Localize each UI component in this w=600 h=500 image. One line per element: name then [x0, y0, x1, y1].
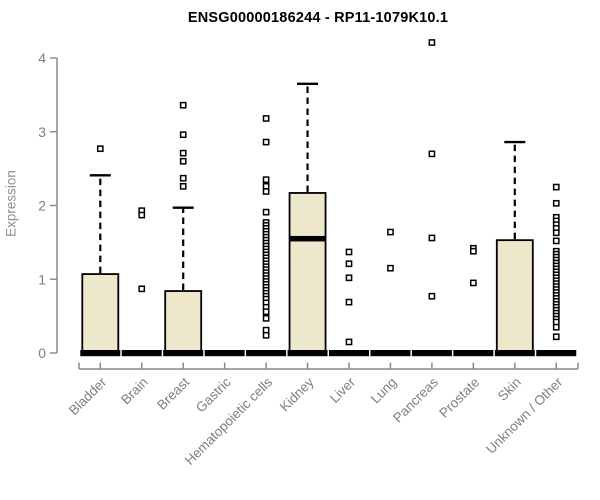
zero-bar-breast: [163, 350, 204, 357]
outlier-lung: [387, 264, 394, 272]
x-tick-label-pancreas: Pancreas: [390, 374, 441, 425]
outlier-hematopoietic-cells: [262, 314, 270, 322]
outlier-breast: [179, 157, 187, 165]
zero-bar-gastric: [204, 350, 245, 357]
median-kidney: [289, 235, 326, 242]
x-tick-label-brain: Brain: [118, 375, 151, 408]
y-tick-label: 0: [38, 345, 46, 361]
outlier-hematopoietic-cells: [262, 138, 270, 146]
outlier-pancreas: [428, 234, 436, 242]
outlier-unknown-other: [552, 183, 560, 191]
outlier-hematopoietic-cells: [262, 115, 270, 122]
box-bladder: [81, 273, 120, 354]
x-tick-label-liver: Liver: [327, 374, 359, 406]
outlier-unknown-other: [552, 199, 560, 207]
outlier-pancreas: [428, 39, 436, 46]
x-tick-label-lung: Lung: [368, 375, 400, 407]
outlier-unknown-other: [552, 333, 560, 341]
outlier-brain: [138, 285, 146, 293]
outlier-unknown-other: [552, 323, 560, 331]
zero-bar-liver: [329, 350, 369, 357]
y-tick-label: 3: [38, 124, 46, 140]
zero-bar-hematopoietic-cells: [246, 350, 287, 357]
x-tick-label-gastric: Gastric: [193, 374, 234, 415]
outlier-liver: [345, 274, 353, 282]
zero-bar-bladder: [80, 350, 121, 357]
box-skin: [495, 239, 534, 354]
outlier-brain: [138, 211, 146, 219]
outlier-breast: [179, 174, 187, 182]
x-tick-label-prostate: Prostate: [436, 375, 482, 421]
outlier-hematopoietic-cells: [262, 208, 270, 216]
outlier-hematopoietic-cells: [262, 308, 270, 316]
outlier-prostate: [470, 279, 477, 287]
outlier-lung: [387, 228, 394, 236]
zero-bar-unknown-other: [536, 350, 577, 357]
outlier-breast: [179, 149, 187, 157]
x-tick-label-unknown-other: Unknown / Other: [483, 374, 566, 457]
zero-bar-lung: [370, 350, 411, 357]
x-tick-label-kidney: Kidney: [277, 374, 317, 414]
outlier-liver: [345, 298, 353, 306]
x-tick-label-breast: Breast: [154, 374, 192, 412]
outlier-liver: [345, 260, 353, 268]
chart-title: ENSG00000186244 - RP11-1079K10.1: [187, 10, 449, 26]
zero-bar-skin: [494, 350, 535, 357]
outlier-hematopoietic-cells: [262, 176, 270, 184]
outlier-pancreas: [428, 292, 436, 300]
outlier-liver: [345, 248, 353, 256]
y-tick-label: 1: [38, 271, 46, 287]
outlier-bladder: [96, 145, 104, 153]
x-tick-label-skin: Skin: [495, 375, 524, 404]
outlier-unknown-other: [552, 237, 560, 245]
outlier-breast: [179, 182, 187, 190]
outlier-hematopoietic-cells: [262, 331, 270, 339]
outlier-breast: [179, 131, 187, 139]
zero-bar-kidney: [287, 350, 328, 357]
outlier-breast: [179, 101, 187, 109]
outlier-hematopoietic-cells: [262, 188, 270, 195]
outlier-unknown-other: [552, 229, 560, 237]
box-kidney: [288, 192, 327, 354]
x-tick-label-bladder: Bladder: [66, 374, 110, 418]
outlier-pancreas: [428, 150, 436, 158]
zero-bar-brain: [121, 350, 162, 357]
outlier-prostate: [470, 247, 477, 255]
y-tick-label: 2: [38, 198, 46, 214]
box-breast: [164, 290, 203, 354]
zero-bar-pancreas: [411, 350, 452, 357]
outlier-liver: [345, 338, 353, 346]
y-tick-label: 4: [38, 50, 46, 66]
zero-bar-prostate: [453, 350, 494, 357]
